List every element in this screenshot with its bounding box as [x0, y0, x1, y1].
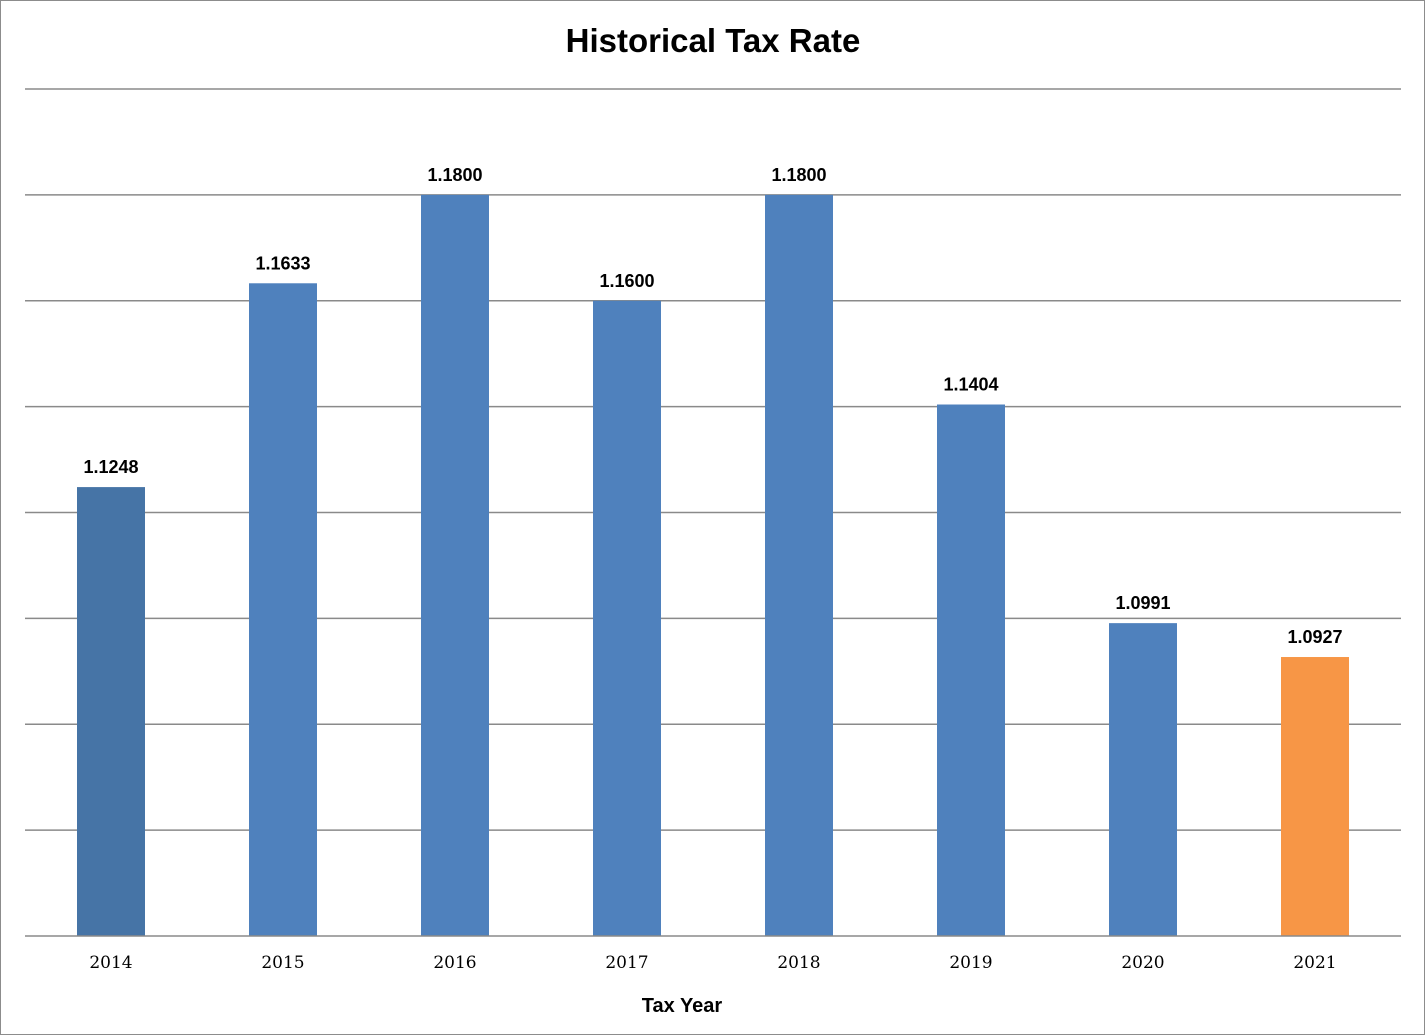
x-tick-label-2015: 2015 — [261, 953, 304, 973]
data-label-2014: 1.1248 — [83, 457, 138, 477]
chart-title: Historical Tax Rate — [566, 22, 861, 59]
x-axis-title: Tax Year — [642, 995, 723, 1017]
data-labels: 1.1248 1.1633 1.1800 1.1600 1.1800 1.1404 1.09… — [83, 165, 1342, 647]
data-label-2020: 1.0991 — [1115, 593, 1170, 613]
x-tick-label-2019: 2019 — [949, 953, 992, 973]
data-label-2018: 1.1800 — [771, 165, 826, 185]
bar-2020 — [1109, 623, 1177, 936]
data-label-2019: 1.1404 — [943, 375, 998, 395]
bar-2021 — [1281, 657, 1349, 936]
bar-2014 — [77, 487, 145, 936]
bar-2015 — [249, 283, 317, 936]
x-tick-label-2018: 2018 — [777, 953, 820, 973]
x-tick-label-2020: 2020 — [1121, 953, 1164, 973]
x-tick-labels: 2014 2015 2016 2017 2018 2019 2020 2021 — [89, 953, 1336, 973]
bar-2018 — [765, 194, 833, 936]
data-label-2015: 1.1633 — [255, 253, 310, 273]
data-label-2017: 1.1600 — [599, 271, 654, 291]
x-tick-label-2021: 2021 — [1293, 953, 1336, 973]
bar-2019 — [937, 404, 1005, 936]
x-tick-label-2014: 2014 — [89, 953, 132, 973]
x-tick-label-2016: 2016 — [433, 953, 476, 973]
bar-2016 — [421, 194, 489, 936]
data-label-2016: 1.1800 — [427, 165, 482, 185]
x-tick-label-2017: 2017 — [605, 953, 648, 973]
bars — [77, 194, 1349, 936]
bar-2017 — [593, 300, 661, 936]
data-label-2021: 1.0927 — [1287, 627, 1342, 647]
gridlines — [25, 88, 1401, 831]
